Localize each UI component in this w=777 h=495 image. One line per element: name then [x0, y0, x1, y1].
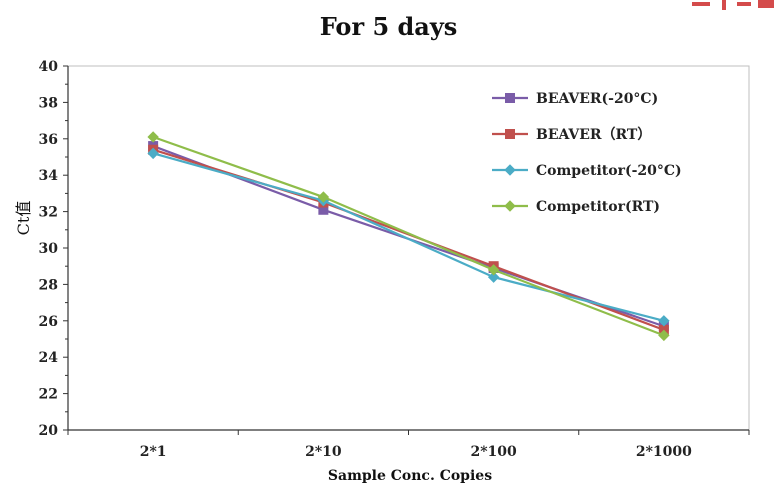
y-tick-label: 28: [39, 277, 58, 293]
x-tick-label: 2*1000: [636, 444, 692, 460]
y-tick-label: 24: [39, 350, 59, 366]
y-tick-label: 32: [39, 205, 58, 221]
legend-swatch-marker: [504, 164, 516, 176]
series-4-point: [147, 131, 159, 143]
x-tick-label: 2*10: [305, 444, 342, 460]
corner-logo-fragment: [692, 0, 774, 10]
y-tick-label: 30: [39, 241, 59, 257]
series-3-point: [147, 147, 159, 160]
series-3-point: [658, 315, 670, 327]
y-tick-label: 34: [39, 168, 59, 184]
legend-label: BEAVER(-20°C): [536, 91, 658, 107]
y-axis-title: Ct值: [14, 200, 33, 236]
legend-label: Competitor(-20°C): [536, 163, 682, 179]
legend-swatch-marker: [504, 200, 516, 212]
series-4-point: [487, 264, 500, 276]
x-axis-title: Sample Conc. Copies: [327, 468, 493, 484]
legend-label: Competitor(RT): [536, 199, 660, 215]
y-tick-label: 38: [39, 95, 58, 111]
series-line-3: [152, 152, 665, 322]
legend-label: BEAVER（RT）: [536, 127, 651, 143]
y-tick-label: 20: [39, 423, 59, 439]
plot-frame: [67, 65, 750, 431]
legend-swatch-marker: [505, 93, 515, 103]
y-tick-label: 22: [39, 387, 58, 403]
series-line-4: [152, 135, 665, 337]
series-4-point: [317, 191, 330, 203]
y-tick-label: 26: [39, 314, 58, 330]
series-4-point: [658, 329, 670, 342]
y-tick-label: 40: [39, 59, 59, 75]
chart-title: For 5 days: [319, 12, 458, 41]
x-tick-label: 2*1: [140, 444, 167, 460]
legend-swatch-marker: [505, 129, 515, 139]
y-tick-label: 36: [39, 132, 58, 148]
series-3-point: [487, 271, 500, 283]
x-tick-label: 2*100: [470, 444, 517, 460]
